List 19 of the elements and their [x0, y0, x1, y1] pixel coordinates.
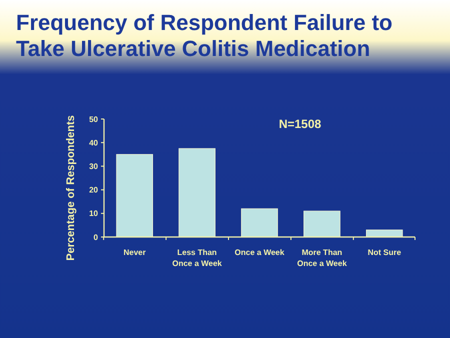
x-tick-label: Less Than Once a Week — [172, 248, 222, 268]
bar — [116, 154, 154, 238]
x-tick-label: Not Sure — [368, 248, 402, 257]
y-tick-label: 40 — [89, 138, 99, 148]
annotation: N=1508 — [278, 117, 322, 131]
y-tick-label: 50 — [89, 114, 99, 124]
y-tick-label: 0 — [94, 232, 99, 242]
x-tick-label: Never — [123, 248, 146, 257]
y-tick-label: 20 — [89, 186, 99, 195]
y-tick-label: 10 — [89, 209, 99, 218]
bar — [366, 230, 403, 238]
y-axis-title: Percentage of Respondents — [65, 115, 77, 261]
y-tick-label: 30 — [89, 162, 99, 171]
x-tick-label: More Than Once a Week — [297, 248, 348, 268]
bar — [304, 210, 340, 238]
chart-title: Frequency of Respondent Failure to Take Ulcerative Colitis Medication — [16, 10, 392, 61]
x-tick-label: Once a Week — [234, 248, 285, 257]
bar — [178, 148, 216, 238]
bar — [241, 208, 278, 238]
